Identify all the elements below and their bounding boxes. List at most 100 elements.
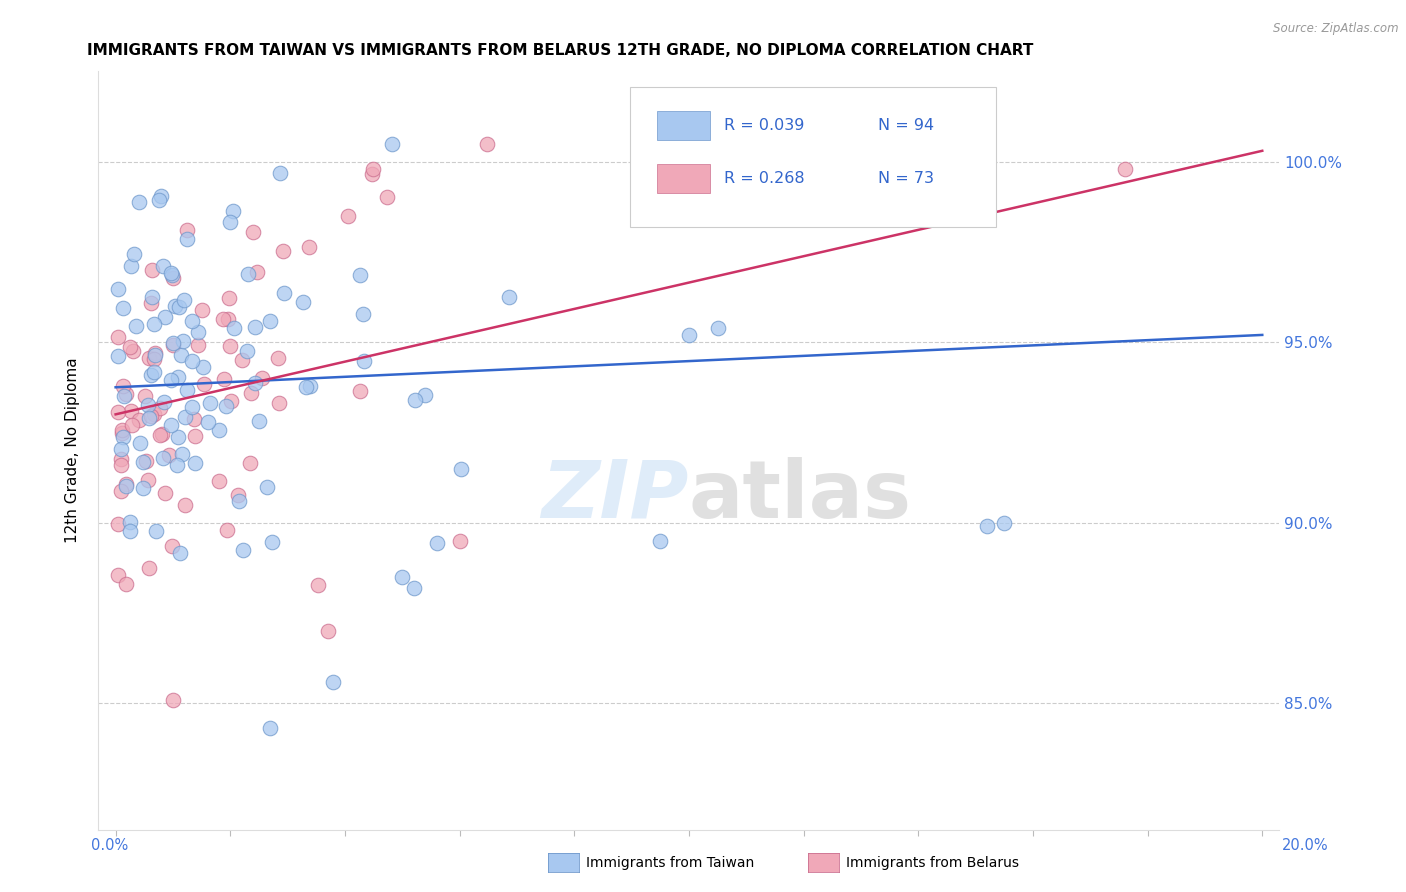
- Point: [271, 244, 294, 258]
- Point: [353, 354, 375, 368]
- Point: [107, 567, 129, 582]
- Point: [269, 166, 291, 180]
- Point: [208, 474, 231, 488]
- Point: [142, 317, 165, 331]
- Point: [238, 267, 260, 281]
- Point: [239, 456, 262, 470]
- Point: [111, 423, 134, 437]
- Point: [260, 535, 283, 549]
- Point: [169, 545, 191, 559]
- Point: [993, 516, 1015, 530]
- Point: [297, 239, 319, 253]
- Point: [110, 452, 132, 467]
- Point: [141, 262, 163, 277]
- Point: [152, 395, 174, 409]
- Point: [162, 692, 184, 706]
- Point: [212, 311, 235, 326]
- Point: [111, 301, 134, 316]
- Point: [322, 674, 344, 689]
- Point: [336, 209, 359, 223]
- Point: [152, 259, 174, 273]
- Point: [226, 488, 249, 502]
- Text: Immigrants from Belarus: Immigrants from Belarus: [846, 855, 1019, 870]
- Point: [112, 378, 135, 392]
- Point: [402, 581, 425, 595]
- Point: [259, 722, 281, 736]
- Point: [121, 417, 143, 432]
- Point: [218, 215, 240, 229]
- Point: [349, 268, 371, 282]
- Point: [166, 458, 188, 473]
- Point: [142, 351, 165, 366]
- Y-axis label: 12th Grade, No Diploma: 12th Grade, No Diploma: [65, 358, 80, 543]
- Point: [132, 481, 155, 495]
- Point: [167, 300, 190, 314]
- Text: N = 73: N = 73: [877, 170, 934, 186]
- Point: [139, 296, 162, 310]
- Point: [235, 344, 257, 359]
- Point: [266, 351, 288, 366]
- Point: [243, 320, 266, 334]
- Text: N = 94: N = 94: [877, 118, 934, 133]
- Text: Source: ZipAtlas.com: Source: ZipAtlas.com: [1274, 22, 1399, 36]
- Point: [976, 519, 998, 533]
- Point: [110, 442, 132, 456]
- Point: [139, 409, 162, 423]
- Point: [252, 370, 274, 384]
- Point: [200, 396, 222, 410]
- Point: [162, 270, 184, 285]
- Point: [139, 368, 162, 383]
- Point: [316, 624, 339, 638]
- Point: [246, 265, 269, 279]
- Point: [307, 578, 329, 592]
- Point: [391, 570, 413, 584]
- Point: [181, 354, 204, 368]
- Point: [121, 344, 143, 359]
- Point: [149, 428, 172, 442]
- Point: [148, 193, 170, 207]
- Point: [190, 302, 212, 317]
- Point: [149, 401, 172, 416]
- Point: [128, 413, 150, 427]
- Point: [134, 389, 156, 403]
- Point: [145, 524, 167, 538]
- Point: [218, 291, 240, 305]
- Point: [242, 226, 264, 240]
- Point: [349, 384, 371, 398]
- Point: [197, 415, 219, 429]
- Point: [120, 403, 142, 417]
- Point: [404, 393, 426, 408]
- Point: [111, 425, 134, 440]
- Point: [110, 484, 132, 499]
- Point: [136, 398, 159, 412]
- Point: [136, 473, 159, 487]
- Point: [413, 388, 436, 402]
- Point: [187, 325, 209, 339]
- Text: ZIP: ZIP: [541, 457, 689, 535]
- Point: [183, 411, 205, 425]
- Point: [259, 314, 281, 328]
- Point: [217, 312, 239, 326]
- Point: [157, 448, 180, 462]
- Point: [299, 379, 322, 393]
- Point: [160, 417, 183, 432]
- Point: [170, 447, 193, 461]
- Point: [120, 259, 142, 273]
- Point: [208, 423, 231, 437]
- Point: [256, 480, 278, 494]
- Text: 0.0%: 0.0%: [91, 838, 128, 853]
- Point: [176, 223, 198, 237]
- Point: [160, 266, 183, 280]
- Point: [228, 493, 250, 508]
- Point: [475, 136, 498, 151]
- Point: [107, 282, 129, 296]
- Point: [120, 339, 142, 353]
- Point: [138, 561, 160, 575]
- Point: [247, 414, 270, 428]
- Point: [375, 190, 398, 204]
- Point: [222, 204, 245, 219]
- Point: [128, 194, 150, 209]
- Point: [138, 351, 160, 366]
- Point: [193, 359, 215, 374]
- Point: [449, 533, 471, 548]
